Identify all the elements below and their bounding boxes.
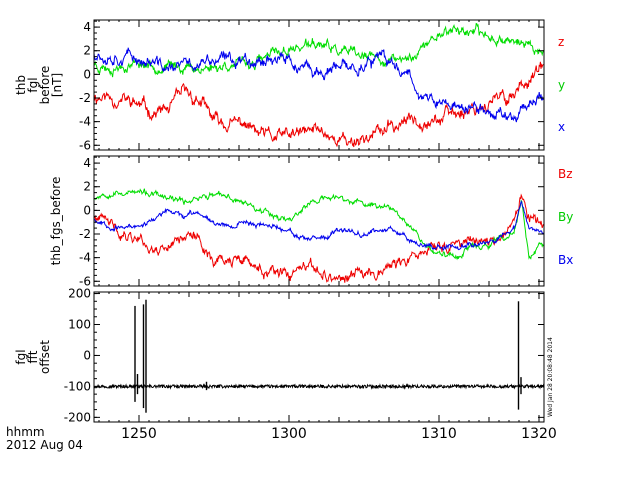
x-tick-label: 1250 (121, 426, 157, 442)
x-axis-label-date: 2012 Aug 04 (6, 438, 83, 452)
y-tick-label: 0 (83, 203, 91, 217)
y-tick-label: 4 (83, 156, 91, 170)
y-tick-label: 0 (83, 67, 91, 81)
series-line-z (93, 61, 544, 148)
y-tick-label: -2 (79, 227, 91, 241)
x-axis-label-hhmm: hhmm (6, 425, 45, 439)
x-tick-label: 1320 (521, 426, 557, 442)
series-line-by (93, 188, 544, 261)
panel-2-legend: Bz By Bx (558, 167, 573, 267)
y-tick-label: -6 (79, 138, 91, 152)
panel-3-y-label-line-2: fft (26, 350, 40, 363)
legend-z: z (558, 35, 564, 49)
timestamp-label: Wed Jan 28 20:08:48 2014 (547, 337, 554, 417)
x-tick-label: 1310 (421, 426, 457, 442)
y-tick-label: -6 (79, 274, 91, 288)
series-line-bx (94, 200, 544, 251)
panel-1-x-ticks (98, 20, 540, 150)
panel-1-y-label: thb fgl before [nT] (14, 66, 64, 105)
y-tick-label: 4 (83, 20, 91, 34)
offset-baseline-trace (93, 383, 545, 390)
panel-3-series-lines (93, 299, 545, 413)
legend-bz: Bz (558, 167, 573, 181)
y-tick-label: 200 (68, 287, 91, 301)
y-tick-label: 0 (83, 348, 91, 362)
y-tick-label: 100 (68, 318, 91, 332)
panel-3-y-label-line-1: fgl (14, 349, 28, 364)
panel-1-series-lines (93, 22, 544, 148)
panel-3-x-ticks (98, 292, 540, 422)
legend-y: y (558, 78, 565, 92)
panel-2-y-label: thb_fgs_before (49, 177, 63, 266)
x-axis-tick-labels: 1250 1300 1310 1320 (121, 426, 557, 442)
y-tick-label: -4 (79, 115, 91, 129)
y-tick-label: -200 (64, 410, 91, 424)
panel-2-x-ticks (98, 156, 540, 286)
y-tick-label: 2 (83, 44, 91, 58)
legend-x: x (558, 120, 565, 134)
panel-1-y-label-line-3: before (38, 66, 52, 105)
series-line-x (93, 47, 544, 123)
panel-1-y-label-line-1: thb (14, 75, 28, 95)
legend-bx: Bx (558, 253, 573, 267)
panel-thb-fgl-before: -6 -4 -2 0 2 4 thb fgl before [nT] z y x (14, 19, 565, 152)
panel-1-y-label-line-4: [nT] (50, 73, 64, 97)
panel-3-y-label-line-3: offset (38, 340, 52, 374)
x-tick-label: 1300 (271, 426, 307, 442)
panel-1-y-axis: -6 -4 -2 0 2 4 (79, 20, 544, 152)
panel-1-legend: z y x (558, 35, 565, 134)
panel-1-y-label-line-2: fgl (26, 77, 40, 92)
series-line-bz (93, 193, 544, 283)
legend-by: By (558, 210, 573, 224)
panel-3-y-axis: -200 -100 0 100 200 (64, 287, 544, 424)
y-tick-label: 2 (83, 180, 91, 194)
y-tick-label: -4 (79, 251, 91, 265)
y-tick-label: -2 (79, 91, 91, 105)
panel-2-series-lines (93, 188, 544, 283)
panel-thb-fgs-before: -6 -4 -2 0 2 4 thb_fgs_before Bz By Bx (49, 155, 573, 288)
series-line-y (93, 22, 544, 78)
panel-2-y-axis: -6 -4 -2 0 2 4 (79, 156, 544, 288)
panel-fgl-fft-offset: -200 -100 0 100 200 fgl fft offset Wed Jan 2… (14, 287, 554, 425)
panel-3-y-label: fgl fft offset (14, 340, 52, 374)
y-tick-label: -100 (64, 379, 91, 393)
